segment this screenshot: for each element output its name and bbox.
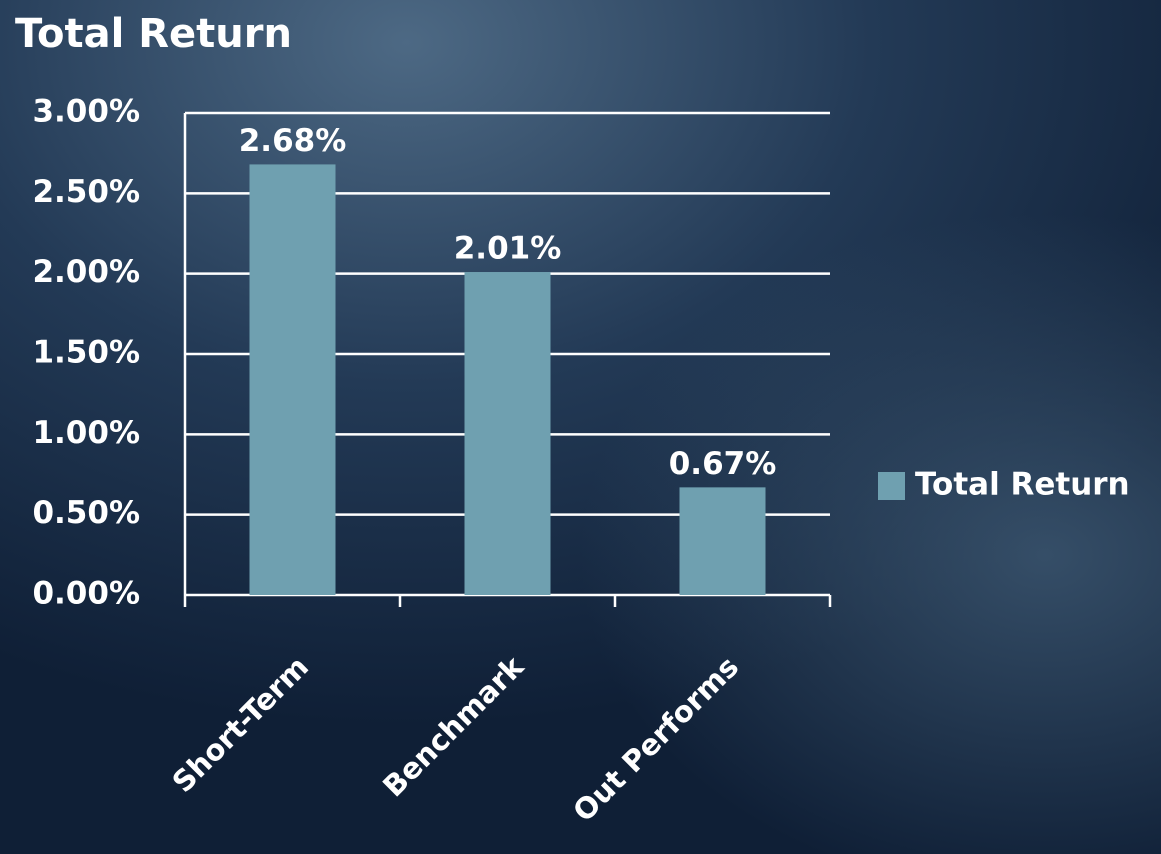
y-tick-label: 0.50% — [32, 495, 140, 531]
legend-label: Total Return — [915, 467, 1130, 503]
legend-swatch — [878, 472, 905, 500]
chart-title: Total Return — [15, 11, 292, 57]
y-tick-label: 3.00% — [32, 94, 140, 130]
data-label: 2.68% — [239, 123, 347, 159]
y-tick-label: 0.00% — [32, 576, 140, 612]
y-tick-label: 2.50% — [32, 174, 140, 210]
data-label: 0.67% — [669, 446, 777, 482]
bar — [249, 164, 336, 595]
bar — [679, 487, 766, 595]
y-tick-label: 2.00% — [32, 254, 140, 290]
data-label: 2.01% — [454, 231, 562, 267]
y-tick-label: 1.50% — [32, 335, 140, 371]
y-tick-label: 1.00% — [32, 415, 140, 451]
bar — [464, 272, 551, 595]
